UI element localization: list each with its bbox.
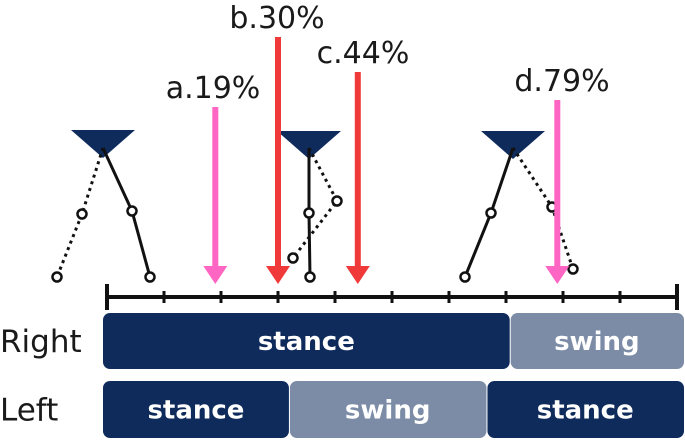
left-leg-dotted (511, 147, 575, 270)
phase-bar-swing (289, 381, 487, 438)
marker-d: d.79% (514, 64, 610, 284)
ankle-joint (459, 271, 471, 283)
marker-a: a.19% (166, 71, 261, 284)
stick-figures (51, 130, 579, 283)
arrow-down-icon (345, 266, 370, 284)
hip-marker-icon (481, 131, 545, 159)
marker-b: b.30% (229, 1, 325, 284)
knee-joint (331, 195, 343, 207)
ankle-joint (567, 263, 579, 275)
arrow-down-icon (545, 266, 570, 284)
marker-label: a.19% (166, 71, 261, 106)
phase-label: stance (537, 396, 634, 426)
hip-marker-icon (71, 130, 135, 158)
ankle-joint (51, 271, 63, 283)
phase-rows: Right stance swing Left stance swing stance (0, 313, 684, 438)
arrow-down-icon (203, 266, 228, 284)
row-right: Right stance swing (0, 313, 684, 369)
gait-timeline-axis (105, 284, 679, 310)
row-left: Left stance swing stance (0, 381, 684, 438)
phase-label: swing (554, 327, 640, 357)
phase-bar-stance (103, 381, 289, 438)
knee-joint (485, 207, 497, 219)
left-leg-dotted (291, 147, 339, 259)
stick-figure-preswing (459, 131, 579, 283)
phase-bar-swing (510, 313, 684, 369)
phase-label: stance (147, 396, 244, 426)
ankle-joint (144, 271, 156, 283)
row-label: Right (0, 324, 82, 360)
arrow-down-icon (266, 266, 290, 284)
phase-bar-stance (103, 313, 510, 369)
left-leg-dotted (55, 147, 105, 278)
knee-joint (76, 208, 88, 220)
stick-figure-midstance (277, 131, 343, 283)
knee-joint (126, 205, 138, 217)
event-markers: a.19% b.30%c.44% d.79% (166, 1, 610, 284)
phase-label: swing (345, 396, 431, 426)
row-label: Left (0, 393, 58, 429)
knee-joint (303, 207, 315, 219)
hip-marker-icon (277, 131, 341, 159)
ankle-joint (304, 271, 316, 283)
marker-label: d.79% (514, 64, 609, 99)
phase-label: stance (258, 327, 355, 357)
stick-figure-initial-contact (51, 130, 156, 283)
marker-label: c.44% (317, 36, 410, 71)
phase-bar-stance (487, 381, 684, 438)
marker-c: c.44% (317, 36, 410, 284)
ankle-joint (287, 252, 299, 264)
marker-label: b.30% (229, 1, 324, 36)
